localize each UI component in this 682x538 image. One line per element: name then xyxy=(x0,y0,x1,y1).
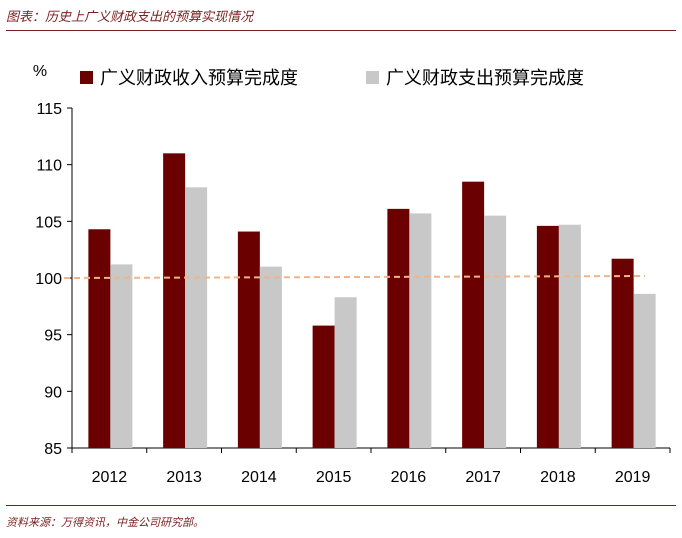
x-tick-label: 2015 xyxy=(316,469,352,486)
legend-swatch xyxy=(366,71,379,84)
legend-label: 广义财政支出预算完成度 xyxy=(386,68,584,89)
reference-line-100 xyxy=(63,275,646,279)
bar-expenditure xyxy=(633,293,656,448)
source-rule xyxy=(6,505,676,506)
x-tick-label: 2016 xyxy=(391,469,427,486)
bar-expenditure xyxy=(110,264,133,448)
bar-expenditure xyxy=(185,187,208,449)
bar-expenditure xyxy=(334,297,357,448)
bar-income xyxy=(536,225,559,448)
bar-income xyxy=(237,231,260,448)
y-tick-label: 90 xyxy=(44,384,62,401)
y-axis-label: % xyxy=(33,63,47,80)
x-tick-label: 2014 xyxy=(241,469,277,486)
bar-income xyxy=(387,208,410,448)
title-rule xyxy=(6,30,676,31)
y-tick-label: 115 xyxy=(36,101,62,118)
x-tick-label: 2017 xyxy=(465,469,501,486)
y-tick-label: 100 xyxy=(35,271,62,288)
bar-expenditure xyxy=(409,213,432,448)
legend-label: 广义财政收入预算完成度 xyxy=(100,68,298,89)
x-tick-label: 2013 xyxy=(166,469,202,486)
y-tick-label: 110 xyxy=(36,158,62,175)
bar-expenditure xyxy=(558,224,581,448)
x-tick-label: 2018 xyxy=(540,469,576,486)
bar-income xyxy=(611,258,634,448)
x-tick-label: 2019 xyxy=(615,469,651,486)
bar-income xyxy=(312,325,335,448)
y-tick-label: 85 xyxy=(44,441,62,458)
y-tick-label: 95 xyxy=(44,328,62,345)
figure-title: 图表：历史上广义财政支出的预算实现情况 xyxy=(6,10,254,25)
bar-income xyxy=(88,229,111,448)
bar-income xyxy=(462,181,485,448)
figure-source: 资料来源：万得资讯，中金公司研究部。 xyxy=(6,516,204,529)
y-tick-label: 105 xyxy=(35,214,62,231)
legend-swatch xyxy=(80,71,93,84)
x-tick-label: 2012 xyxy=(92,469,128,486)
bar-expenditure xyxy=(484,215,507,448)
bar-income xyxy=(163,153,186,449)
bar-expenditure xyxy=(259,266,282,448)
